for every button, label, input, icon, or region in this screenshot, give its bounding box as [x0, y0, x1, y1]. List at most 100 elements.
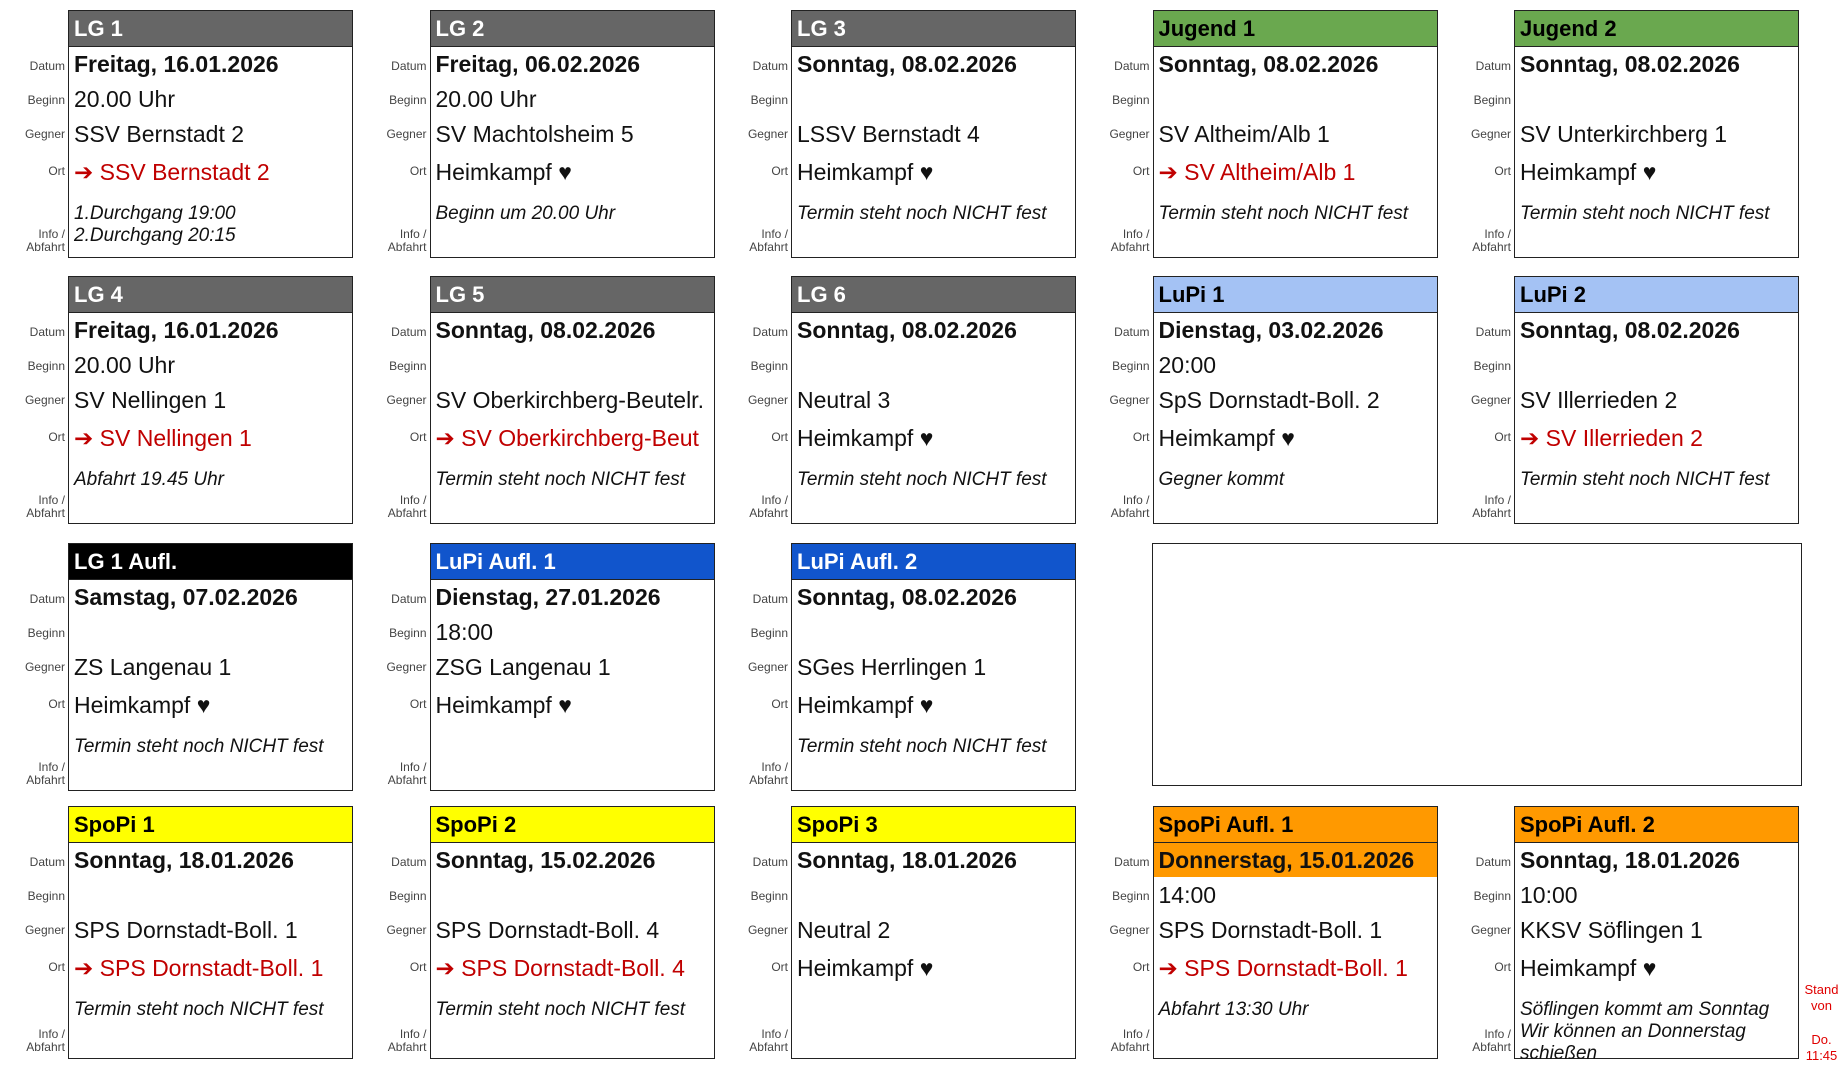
field-label: Datum [1114, 59, 1150, 73]
location: ➔ SV Nellingen 1 [69, 418, 352, 459]
info-line: schießen [1520, 1043, 1598, 1064]
label-line: Info / [38, 760, 65, 774]
field-label: Ort [48, 164, 65, 178]
date: Freitag, 16.01.2026 [69, 47, 352, 82]
field-label: Ort [1132, 430, 1150, 444]
location: ➔ SPS Dornstadt-Boll. 1 [69, 948, 352, 989]
label-line: Abfahrt [749, 240, 788, 254]
info-line: Termin steht noch NICHT fest [797, 203, 1047, 224]
card-title: LG 3 [792, 11, 1075, 47]
field-label: Datum [752, 592, 788, 606]
field-label: Datum [29, 592, 65, 606]
info: 1.Durchgang 19:00 2.Durchgang 20:15 [69, 193, 352, 248]
location: Heimkampf ♥ [1515, 948, 1798, 989]
match-card: LuPi 2 Sonntag, 08.02.2026 SV Illerrieden … [1514, 276, 1799, 524]
start-time: 20.00 Uhr [69, 82, 352, 117]
card-title: LG 5 [430, 277, 714, 313]
label-line: Info / [399, 227, 427, 241]
card-title: LG 1 [69, 11, 352, 47]
field-label: Ort [409, 697, 427, 711]
label-line: Abfahrt [1110, 1040, 1150, 1054]
field-label: Beginn [750, 359, 788, 373]
label-line: Info / [1484, 493, 1511, 507]
info-line: Termin steht noch NICHT fest [74, 736, 324, 757]
card-title: Jugend 1 [1153, 11, 1437, 47]
match-card: SpoPi 2 Sonntag, 15.02.2026 SPS Dornstadt-… [429, 806, 715, 1059]
field-label: Ort [48, 697, 65, 711]
label-line: Abfahrt [387, 773, 427, 787]
location: Heimkampf ♥ [1153, 418, 1437, 459]
label-line: Abfahrt [1472, 240, 1511, 254]
match-card: LG 4 Freitag, 16.01.2026 20.00 Uhr SV Nelli… [68, 276, 353, 524]
field-label: Beginn [750, 626, 788, 640]
info-line: Termin steht noch NICHT fest [74, 999, 324, 1020]
field-label: Info / Abfahrt [1088, 1028, 1150, 1054]
card-title: LG 4 [69, 277, 352, 313]
date: Sonntag, 08.02.2026 [1515, 313, 1798, 348]
field-label: Gegner [24, 660, 65, 674]
label-line: Abfahrt [1472, 506, 1511, 520]
field-label: Beginn [1473, 359, 1511, 373]
label-line: Abfahrt [1110, 506, 1150, 520]
info: Termin steht noch NICHT fest [430, 989, 714, 1022]
opponent: SV Nellingen 1 [69, 383, 352, 418]
date: Freitag, 16.01.2026 [69, 313, 352, 348]
start-time [430, 878, 714, 913]
info: Termin steht noch NICHT fest [792, 193, 1075, 226]
field-label: Gegner [386, 393, 427, 407]
label-line: Info / [1122, 1027, 1150, 1041]
field-label: Info / Abfahrt [726, 228, 788, 254]
field-label: Gegner [747, 660, 788, 674]
status-line: Do. [1811, 1032, 1832, 1047]
label-line: Abfahrt [1110, 240, 1150, 254]
field-label: Info / Abfahrt [726, 494, 788, 520]
opponent: Neutral 3 [792, 383, 1075, 418]
opponent: SGes Herrlingen 1 [792, 650, 1075, 685]
field-label: Gegner [1109, 393, 1150, 407]
field-label: Datum [391, 325, 427, 339]
start-time: 14:00 [1153, 878, 1437, 913]
label-line: Abfahrt [26, 1040, 65, 1054]
field-label: Ort [1132, 960, 1150, 974]
location: ➔ SSV Bernstadt 2 [69, 152, 352, 193]
info-line: Wir können an Donnerstag [1520, 1021, 1746, 1042]
label-line: Abfahrt [749, 506, 788, 520]
field-label: Ort [48, 960, 65, 974]
field-label: Datum [1475, 59, 1511, 73]
info-line: Termin steht noch NICHT fest [1158, 203, 1409, 224]
match-card: SpoPi 1 Sonntag, 18.01.2026 SPS Dornstadt-… [68, 806, 353, 1059]
location: Heimkampf ♥ [792, 685, 1075, 726]
info: Termin steht noch NICHT fest [792, 726, 1075, 759]
field-label: Beginn [389, 889, 427, 903]
card-title: LuPi Aufl. 1 [430, 544, 714, 580]
field-label: Datum [752, 325, 788, 339]
field-label: Ort [1132, 164, 1150, 178]
location: Heimkampf ♥ [792, 152, 1075, 193]
field-label: Ort [1494, 164, 1511, 178]
label-line: Info / [399, 760, 427, 774]
label-line: Info / [1484, 227, 1511, 241]
field-label: Info / Abfahrt [1088, 228, 1150, 254]
opponent: LSSV Bernstadt 4 [792, 117, 1075, 152]
opponent: SV Altheim/Alb 1 [1153, 117, 1437, 152]
opponent: SPS Dornstadt-Boll. 4 [430, 913, 714, 948]
label-line: Info / [761, 227, 788, 241]
field-label: Gegner [1470, 127, 1511, 141]
field-label: Gegner [386, 923, 427, 937]
label-line: Info / [38, 1027, 65, 1041]
card-title: SpoPi 2 [430, 807, 714, 843]
field-label: Datum [29, 325, 65, 339]
card-title: LG 1 Aufl. [69, 544, 352, 580]
date: Dienstag, 03.02.2026 [1153, 313, 1437, 348]
field-label: Datum [752, 59, 788, 73]
opponent: SV Unterkirchberg 1 [1515, 117, 1798, 152]
opponent: ZS Langenau 1 [69, 650, 352, 685]
start-time [69, 615, 352, 650]
card-title: LuPi 1 [1153, 277, 1437, 313]
field-label: Info / Abfahrt [3, 228, 65, 254]
field-label: Beginn [1112, 359, 1150, 373]
label-line: Info / [1122, 493, 1150, 507]
field-label: Ort [1494, 960, 1511, 974]
